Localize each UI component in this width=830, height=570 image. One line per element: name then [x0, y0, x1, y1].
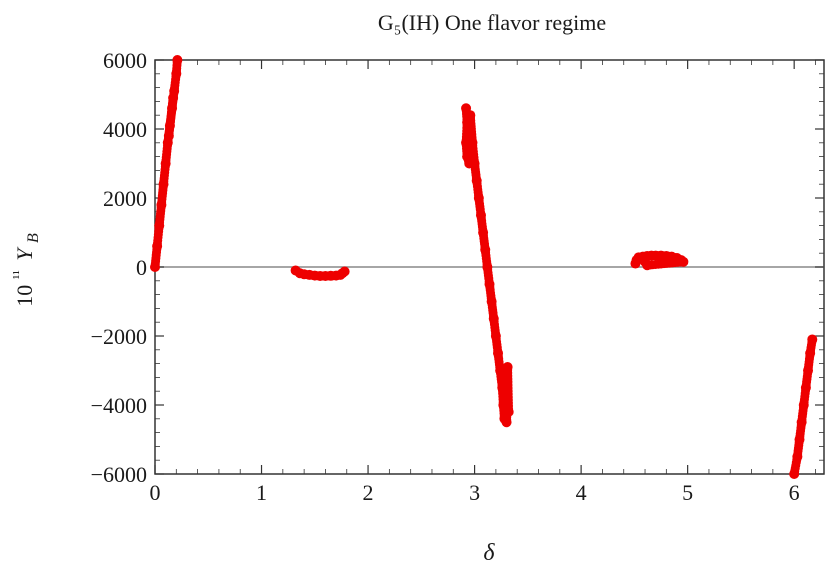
y-axis-ticks: 6000 4000 2000 0 −2000 −4000 −6000 — [91, 48, 824, 487]
x-axis-label: δ — [483, 540, 495, 566]
y-axis-label: 10 ¹¹ Y B — [3, 233, 42, 307]
y-tick-label: 4000 — [103, 117, 147, 142]
x-tick-label: 4 — [576, 480, 587, 505]
y-tick-label: −6000 — [91, 462, 147, 487]
y-tick-label: 6000 — [103, 48, 147, 73]
data-points — [150, 55, 818, 479]
data-point — [172, 55, 183, 65]
x-tick-label: 1 — [256, 480, 267, 505]
data-point — [339, 266, 350, 277]
data-point — [168, 92, 179, 103]
x-tick-label: 5 — [682, 480, 693, 505]
y-tick-label: −4000 — [91, 393, 147, 418]
x-tick-label: 0 — [150, 480, 161, 505]
data-point — [503, 406, 514, 417]
chart-title: G₅(IH) One flavor regime — [378, 10, 606, 35]
x-axis-ticks: 0 1 2 3 4 5 6 — [150, 60, 816, 505]
x-tick-label: 3 — [469, 480, 480, 505]
data-point — [807, 334, 818, 345]
y-axis-label-subscript: B — [25, 233, 42, 243]
data-point — [640, 256, 651, 267]
y-axis-label-exponent: ¹¹ — [11, 270, 27, 279]
y-tick-label: 2000 — [103, 186, 147, 211]
svg-text:10 ¹¹ Y B: 10 ¹¹ Y B — [3, 233, 42, 307]
x-tick-label: 2 — [363, 480, 374, 505]
y-axis-label-variable: Y — [12, 246, 37, 261]
x-tick-label: 6 — [789, 480, 800, 505]
y-tick-label: 0 — [136, 255, 147, 280]
y-axis-label-base: 10 — [12, 285, 37, 307]
y-tick-label: −2000 — [91, 324, 147, 349]
